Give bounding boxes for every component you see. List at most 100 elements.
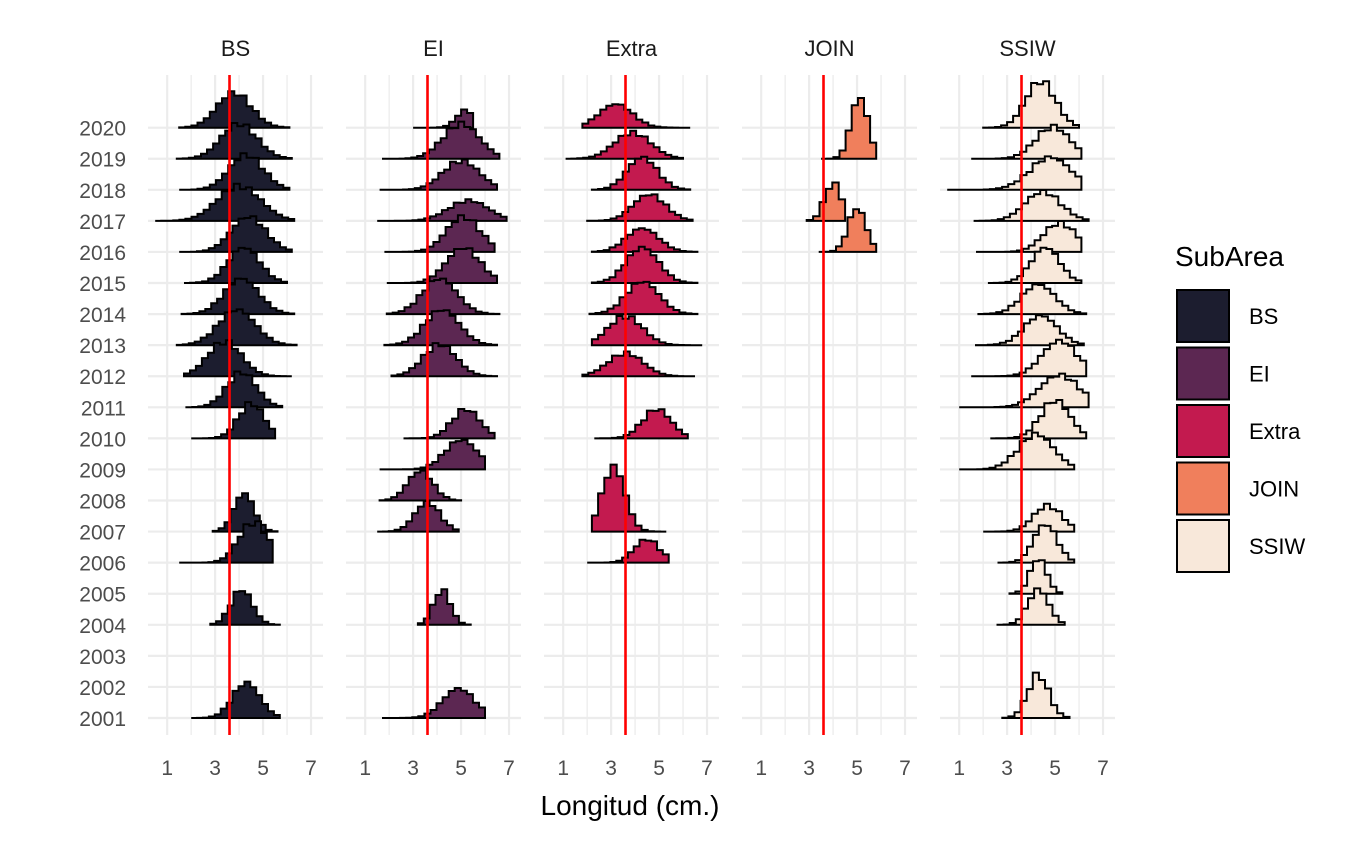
ridge-2017 [586,193,694,222]
ridge-2020 [982,80,1080,129]
ridge-2010 [191,401,277,440]
ridge-2016 [179,215,293,253]
ridge-2014 [977,283,1088,316]
x-tick-label: 5 [257,757,269,780]
ridge-2016 [590,227,699,253]
ridge-2004 [209,590,281,626]
ridge-2001 [191,680,281,719]
legend-key-ei [1176,346,1230,401]
y-tick-label: 2013 [79,335,126,358]
ridge-2004 [996,587,1066,626]
ridge-2006 [179,520,274,564]
ridge-2013 [383,309,498,347]
ridge-2008 [378,469,463,502]
y-tick-label: 2002 [79,677,126,700]
y-tick-label: 2012 [79,366,126,389]
x-axis-title: Longitud (cm.) [541,790,720,821]
ridge-2012 [183,339,292,378]
y-tick-label: 2014 [79,304,126,327]
ridge-2016 [818,208,878,253]
ridge-2019 [821,97,878,160]
ridge-2013 [975,314,1085,347]
x-tick-label: 3 [209,757,221,780]
y-tick-label: 2018 [79,180,126,203]
y-tick-label: 2011 [81,397,126,420]
ridge-2009 [379,438,486,471]
y-tick-label: 2008 [79,491,126,514]
facet-title: SSIW [999,36,1055,61]
legend-key-bs [1176,289,1230,343]
ridge-2017 [155,182,296,222]
ridge-2014 [385,277,501,316]
y-tick-label: 2005 [79,584,126,607]
y-tick-label: 2003 [79,646,126,669]
x-tick-label: 5 [455,757,467,780]
y-tick-label: 2001 [79,708,126,731]
y-tick-label: 2007 [79,522,126,545]
ridge-2015 [987,246,1083,284]
ridge-2006 [587,538,670,564]
y-tick-label: 2019 [79,149,126,172]
facet-panel-bs: BS 1 3 5 7 [148,36,323,780]
y-tick-label: 2016 [79,242,126,265]
ridge-2017 [973,189,1090,222]
ridge-2010 [990,399,1088,440]
x-tick-label: 1 [755,757,767,780]
ridge-2015 [386,247,498,284]
ridge-2012 [581,350,695,378]
facet-title: Extra [606,36,658,61]
ridge-2020 [581,103,691,129]
ridge-2018 [179,152,291,191]
ridge-2019 [175,122,293,160]
ridge-2006 [997,524,1076,564]
ridge-2012 [971,338,1088,378]
facet-panel-join: JOIN 1 3 5 7 [742,36,917,780]
y-tick-label: 2020 [79,118,126,141]
legend-label: BS [1249,304,1278,329]
x-tick-label: 7 [305,757,317,780]
x-tick-label: 7 [701,757,713,780]
ridge-2007 [211,492,279,533]
ridge-2018 [947,155,1083,191]
y-tick-label: 2004 [79,615,126,638]
ridge-2004 [416,588,472,626]
x-tick-label: 1 [953,757,965,780]
ridge-2018 [379,158,498,191]
y-axis: 2001 2002 2003 2004 2005 2006 2007 2008 2009 2010… [79,118,126,731]
ridge-2017 [805,181,847,222]
ridge-2010 [594,408,689,440]
facet-panel-ssiw: SSIW 1 3 5 7 [940,36,1115,780]
x-tick-label: 5 [851,757,863,780]
facet-panel-extra: Extra 1 3 5 7 [544,36,719,780]
ridge-2007 [983,502,1076,533]
legend-label: Extra [1249,419,1301,444]
legend-label: SSIW [1249,534,1305,559]
ridge-2012 [390,342,498,378]
y-tick-label: 2006 [79,553,126,576]
ridge-2016 [384,214,496,253]
x-tick-label: 3 [803,757,815,780]
ridge-2013 [175,308,298,347]
x-tick-label: 1 [359,757,371,780]
x-tick-label: 7 [503,757,515,780]
x-tick-label: 1 [161,757,173,780]
legend-key-extra [1176,404,1230,458]
legend: SubArea BS EI Extra JOIN SSIW [1175,241,1305,573]
x-tick-label: 3 [407,757,419,780]
ridge-2011 [959,372,1090,409]
x-tick-label: 5 [653,757,665,780]
y-tick-label: 2010 [79,428,126,451]
ridge-2005 [1008,559,1064,595]
ridge-2011 [185,370,284,409]
legend-label: EI [1249,362,1270,387]
y-tick-label: 2009 [79,459,126,482]
ridge-2001 [382,687,486,719]
ridge-2015 [590,245,699,284]
legend-key-join [1176,461,1230,516]
ridge-2019 [971,123,1083,160]
ridge-2007 [377,500,460,533]
ridge-2001 [1001,671,1071,719]
y-tick-label: 2015 [79,273,126,296]
ridge-2015 [184,246,288,284]
